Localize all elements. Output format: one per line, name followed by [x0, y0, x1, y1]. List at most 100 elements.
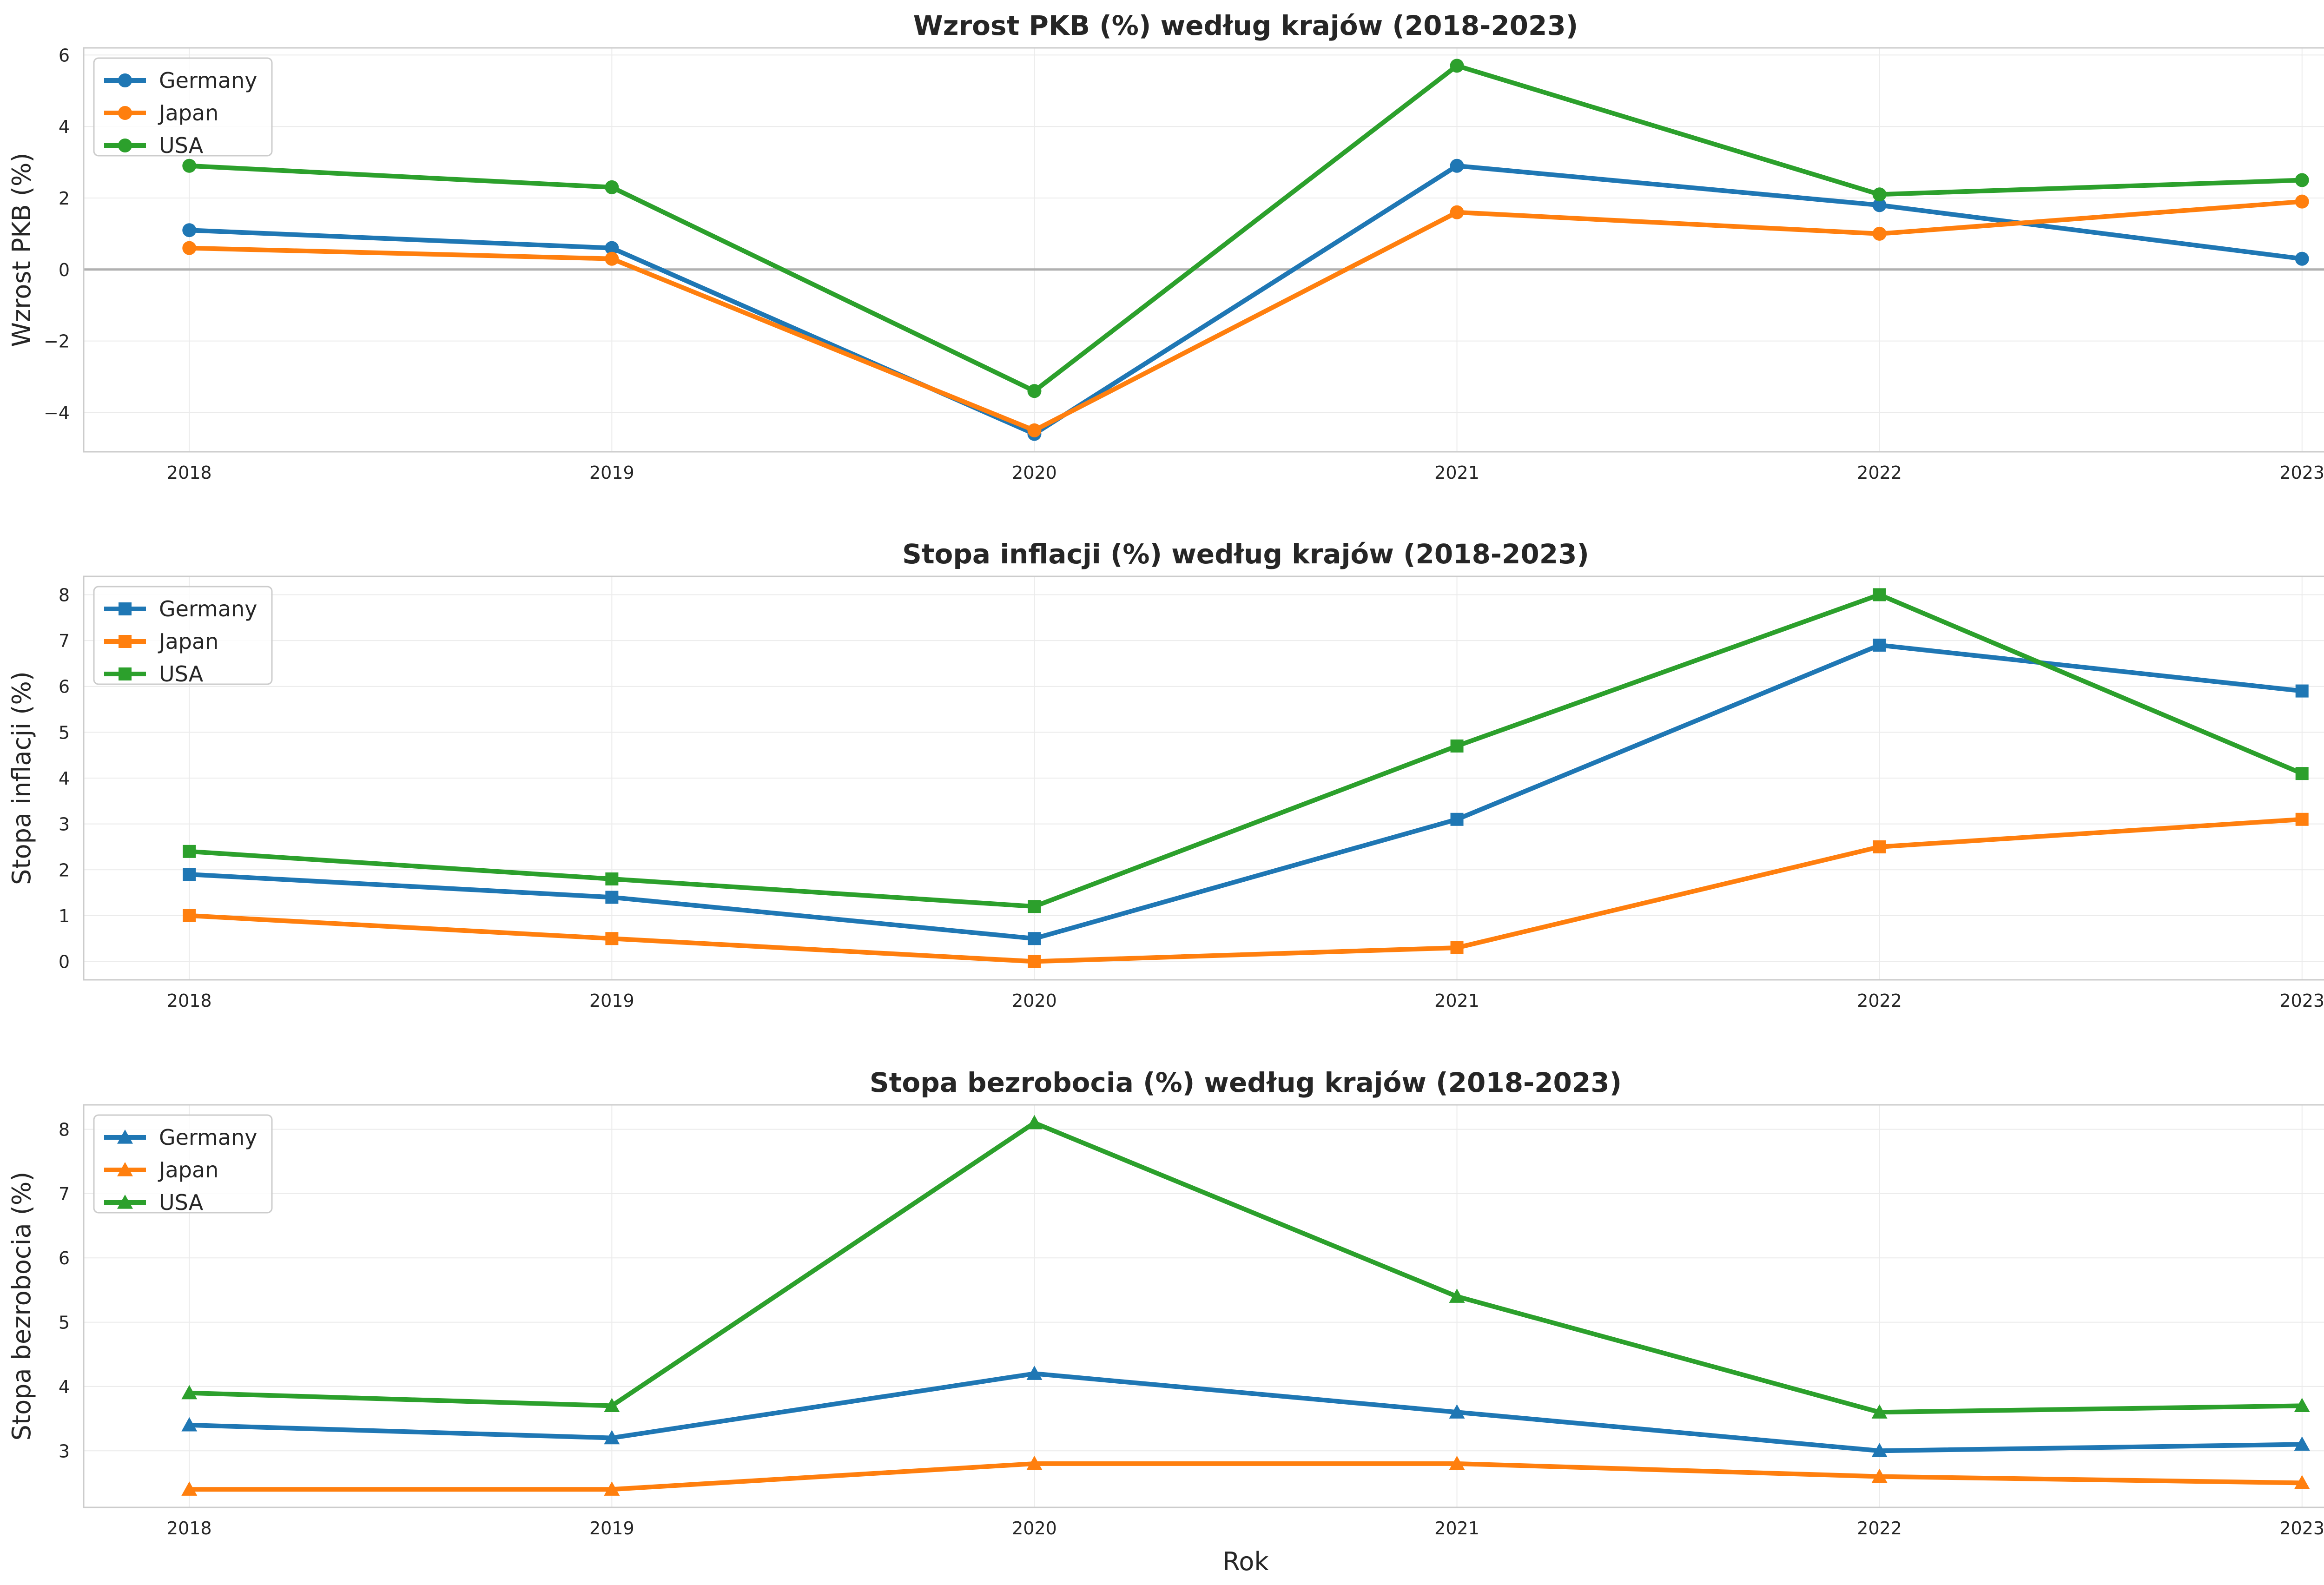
data-point	[1027, 423, 1042, 437]
data-point	[605, 932, 619, 945]
y-tick-label: 3	[59, 1441, 70, 1461]
series-line	[187, 642, 2304, 941]
data-point	[1872, 187, 1887, 202]
x-tick-label: 2023	[2279, 991, 2324, 1011]
legend: Germany Japan USA	[93, 57, 273, 158]
data-point	[1028, 900, 1041, 913]
data-point	[2295, 194, 2309, 209]
series-line	[187, 1461, 2304, 1492]
x-tick-label: 2022	[1857, 1518, 1902, 1539]
data-point	[182, 223, 197, 238]
legend-item-japan: Japan	[104, 100, 218, 125]
chart-title: Stopa bezrobocia (%) według krajów (2018…	[870, 1067, 1622, 1098]
data-point	[1871, 1443, 1888, 1457]
data-point	[1871, 1468, 1888, 1483]
data-point	[1450, 739, 1464, 753]
data-point	[181, 1417, 198, 1432]
chart-panel-1: Wzrost PKB (%) według krajów (2018-2023)…	[7, 10, 2324, 483]
chart-panel-3: Stopa bezrobocia (%) według krajów (2018…	[7, 1067, 2324, 1576]
x-tick-label: 2018	[167, 991, 212, 1011]
data-point	[1450, 941, 1464, 954]
x-tick-label: 2021	[1434, 462, 1479, 483]
legend-label: Germany	[159, 68, 257, 93]
y-tick-label: 8	[59, 585, 70, 605]
y-tick-label: 7	[59, 631, 70, 651]
y-tick-label: 2	[59, 188, 70, 209]
y-axis-label: Wzrost PKB (%)	[7, 153, 36, 347]
legend-item-germany: Germany	[104, 68, 257, 93]
series-line	[187, 1120, 2304, 1415]
data-point	[183, 868, 196, 881]
x-tick-label: 2019	[589, 1518, 634, 1539]
y-tick-label: 5	[59, 722, 70, 743]
data-point	[1028, 955, 1041, 968]
legend-marker	[117, 1195, 133, 1209]
series-usa	[182, 59, 2309, 398]
y-tick-label: 7	[59, 1184, 70, 1204]
legend-label: Japan	[158, 629, 218, 654]
legend-marker	[119, 667, 132, 680]
plot-frame	[83, 575, 2324, 981]
chart-title: Wzrost PKB (%) według krajów (2018-2023)	[913, 10, 1578, 41]
y-tick-label: 5	[59, 1313, 70, 1333]
data-point	[1872, 198, 1887, 212]
data-point	[2294, 1398, 2310, 1413]
chart-panel-2: Stopa inflacji (%) według krajów (2018-2…	[7, 538, 2324, 1011]
x-tick-label: 2018	[167, 1518, 212, 1539]
series-usa	[183, 588, 2309, 913]
data-point	[1026, 1366, 1043, 1380]
series-germany	[183, 638, 2309, 945]
data-point	[1026, 1455, 1043, 1470]
y-tick-label: 0	[59, 260, 70, 280]
data-point	[1450, 812, 1464, 826]
data-point	[1450, 158, 1464, 173]
data-point	[604, 1430, 620, 1445]
data-point	[604, 1398, 620, 1413]
series-line	[187, 592, 2304, 909]
data-point	[1873, 638, 1886, 652]
data-point	[1449, 1404, 1465, 1419]
legend-label: Germany	[159, 596, 257, 621]
legend-item-usa: USA	[104, 133, 204, 158]
data-point	[2294, 1436, 2310, 1451]
data-point	[2295, 251, 2309, 266]
data-point	[605, 241, 619, 255]
chart-title: Stopa inflacji (%) według krajów (2018-2…	[902, 538, 1589, 570]
x-tick-label: 2019	[589, 991, 634, 1011]
series-line	[187, 63, 2304, 394]
data-point	[2295, 173, 2309, 187]
x-tick-label: 2021	[1434, 991, 1479, 1011]
y-tick-label: 4	[59, 1377, 70, 1397]
series-germany	[181, 1366, 2310, 1457]
data-point	[183, 845, 196, 858]
data-point	[1450, 205, 1464, 219]
series-line	[187, 199, 2304, 433]
y-axis-label: Stopa inflacji (%)	[7, 671, 36, 885]
y-axis-label: Stopa bezrobocia (%)	[7, 1172, 36, 1441]
legend-label: Germany	[159, 1125, 257, 1150]
data-point	[1450, 59, 1464, 73]
series-japan	[183, 812, 2309, 968]
legend: Germany Japan USA	[93, 1114, 273, 1215]
legend-label: USA	[159, 133, 204, 158]
data-point	[1449, 1288, 1465, 1303]
y-tick-label: 2	[59, 860, 70, 880]
y-tick-label: −4	[44, 403, 70, 423]
x-tick-label: 2023	[2279, 1518, 2324, 1539]
legend-item-japan: Japan	[104, 629, 218, 654]
y-tick-label: 6	[59, 677, 70, 697]
x-tick-label: 2022	[1857, 991, 1902, 1011]
data-point	[181, 1481, 198, 1496]
legend-label: USA	[159, 661, 204, 687]
y-tick-label: 1	[59, 906, 70, 926]
data-point	[604, 1481, 620, 1496]
y-tick-label: 8	[59, 1120, 70, 1140]
legend-marker	[119, 602, 132, 615]
legend-item-germany: Germany	[104, 596, 257, 621]
legend-marker	[117, 1162, 133, 1176]
legend-marker	[118, 106, 132, 120]
x-tick-label: 2022	[1857, 462, 1902, 483]
legend-marker	[119, 635, 132, 648]
data-point	[1028, 932, 1041, 945]
x-tick-label: 2023	[2279, 462, 2324, 483]
